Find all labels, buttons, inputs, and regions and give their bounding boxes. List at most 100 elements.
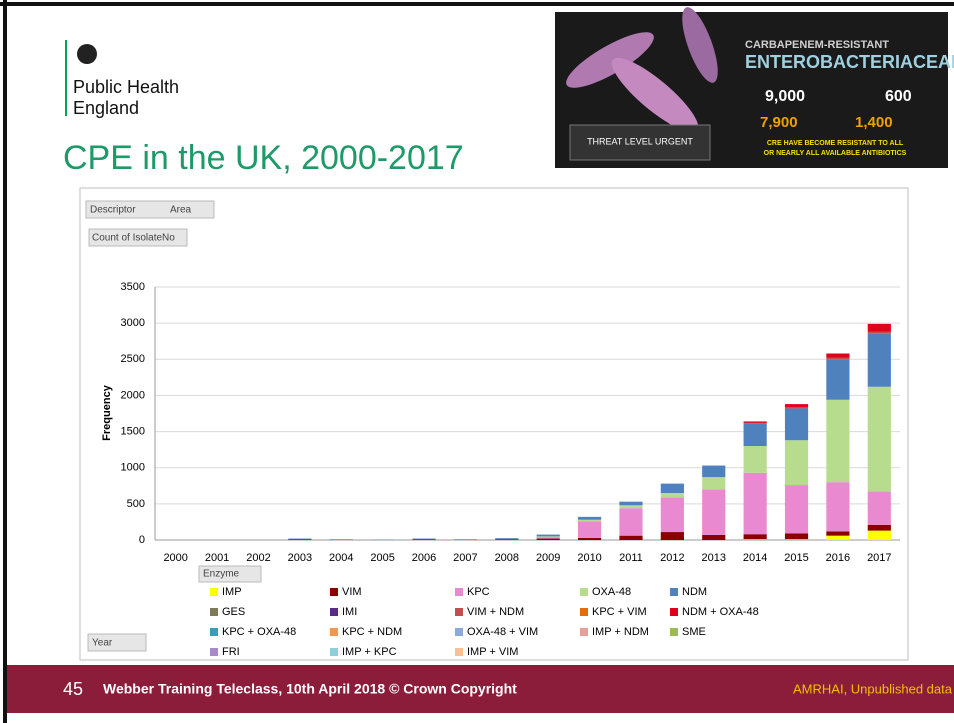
bar-segment xyxy=(784,406,809,409)
bar-segment xyxy=(660,497,684,533)
bar-segment xyxy=(867,386,891,492)
y-tick-label: 2000 xyxy=(121,389,145,401)
bar-segment xyxy=(826,353,850,358)
legend-label: KPC + NDM xyxy=(342,626,402,638)
info-stat: 1,400 xyxy=(855,114,893,131)
logo: Public Health England xyxy=(65,40,179,118)
x-tick-label: 2004 xyxy=(329,552,353,564)
pivot-label[interactable]: Year xyxy=(92,638,113,649)
bar-segment xyxy=(784,404,809,407)
bar-segment xyxy=(784,485,809,534)
bar-segment xyxy=(826,357,850,360)
bar-segment xyxy=(826,399,850,483)
pivot-button[interactable]: Count of IsolateNo xyxy=(88,228,188,247)
bar-segment xyxy=(288,538,312,540)
bar-segment xyxy=(826,482,850,532)
legend-label: OXA-48 + VIM xyxy=(467,626,538,638)
pivot-button[interactable]: Descriptor Area xyxy=(85,200,215,219)
bar-segment xyxy=(784,408,809,441)
bar-segment xyxy=(453,539,478,540)
chart-panel xyxy=(79,187,909,661)
legend-swatch xyxy=(210,588,218,596)
bar-segment xyxy=(743,446,767,473)
x-tick-label: 2016 xyxy=(826,552,850,564)
y-tick-label: 2500 xyxy=(121,353,145,365)
bar-segment xyxy=(702,534,726,540)
pivot-button-bg xyxy=(87,633,147,652)
bar-segment xyxy=(743,421,767,423)
legend-label: KPC + VIM xyxy=(592,606,647,618)
legend-swatch xyxy=(580,608,588,616)
bar-segment xyxy=(495,538,519,540)
bar-segment xyxy=(867,331,891,334)
bar-segment xyxy=(743,472,767,535)
bar-segment xyxy=(867,491,891,525)
x-tick-label: 2011 xyxy=(619,552,643,564)
y-tick-label: 3500 xyxy=(121,281,145,293)
legend-label: NDM + OXA-48 xyxy=(682,606,759,618)
page-number: 45 xyxy=(63,679,83,699)
pivot-label[interactable]: Enzyme xyxy=(203,569,240,580)
legend-label: IMP + VIM xyxy=(467,646,518,658)
legend-label: FRI xyxy=(222,646,240,658)
plot: 0 500 1000 1500 2000 2500 3000 3500 2000 2001 2002… xyxy=(121,281,900,658)
x-tick-label: 2009 xyxy=(536,552,560,564)
x-tick-label: 2003 xyxy=(288,552,312,564)
bar-segment xyxy=(867,323,891,332)
legend-swatch xyxy=(330,588,338,596)
legend-label: KPC xyxy=(467,586,490,598)
info-stat: 9,000 xyxy=(765,88,805,105)
bar-segment xyxy=(784,533,809,540)
bar-segment xyxy=(536,536,560,538)
bar-segment xyxy=(784,440,809,486)
x-tick-label: 2010 xyxy=(577,552,601,564)
legend-swatch xyxy=(670,608,678,616)
bar-segment xyxy=(412,538,436,540)
bar-segment xyxy=(867,333,891,387)
legend-swatch xyxy=(455,648,463,656)
bar-segment xyxy=(660,532,684,540)
bar-segment xyxy=(867,530,891,540)
pivot-label[interactable]: Area xyxy=(170,205,192,216)
pivot-button-bg xyxy=(88,228,188,247)
legend-label: OXA-48 xyxy=(592,586,631,598)
info-title: ENTEROBACTERIACEAE xyxy=(745,52,954,72)
y-tick-label: 3000 xyxy=(121,317,145,329)
bar-segment xyxy=(660,483,684,494)
legend-swatch xyxy=(580,628,588,636)
legend-swatch xyxy=(330,628,338,636)
legend-label: GES xyxy=(222,606,245,618)
pivot-label[interactable]: Count of IsolateNo xyxy=(92,233,175,244)
x-tick-label: 2001 xyxy=(205,552,229,564)
bar-segment xyxy=(412,539,436,540)
x-tick-label: 2015 xyxy=(784,552,808,564)
infographic: THREAT LEVEL URGENT CARBAPENEM-RESISTANT… xyxy=(555,7,954,168)
bar-segment xyxy=(867,333,891,334)
footer-source: AMRHAI, Unpublished data xyxy=(793,681,953,696)
legend-label: IMI xyxy=(342,606,357,618)
legend-swatch xyxy=(210,628,218,636)
threat-box xyxy=(569,124,711,161)
pivot-label[interactable]: Descriptor xyxy=(90,205,136,216)
bar-segment xyxy=(702,489,726,535)
x-tick-label: 2007 xyxy=(453,552,477,564)
legend-label: KPC + OXA-48 xyxy=(222,626,296,638)
bar-segment xyxy=(577,516,602,520)
x-tick-label: 2012 xyxy=(660,552,684,564)
bar-segment xyxy=(536,538,560,540)
pivot-button[interactable]: Year xyxy=(87,633,147,652)
logo-rule xyxy=(65,40,67,116)
bar-segment xyxy=(826,360,850,400)
slide-title: CPE in the UK, 2000-2017 xyxy=(63,139,464,177)
legend-label: SME xyxy=(682,626,706,638)
bar-segment xyxy=(867,524,891,531)
bar-segment xyxy=(743,534,767,540)
bar-segment xyxy=(619,505,643,509)
legend-swatch xyxy=(330,648,338,656)
legend-swatch xyxy=(580,588,588,596)
pivot-button[interactable]: Enzyme xyxy=(198,565,262,583)
x-tick-label: 2000 xyxy=(163,552,187,564)
y-axis-label: Frequency xyxy=(101,384,113,441)
y-tick-label: 1500 xyxy=(121,425,145,437)
